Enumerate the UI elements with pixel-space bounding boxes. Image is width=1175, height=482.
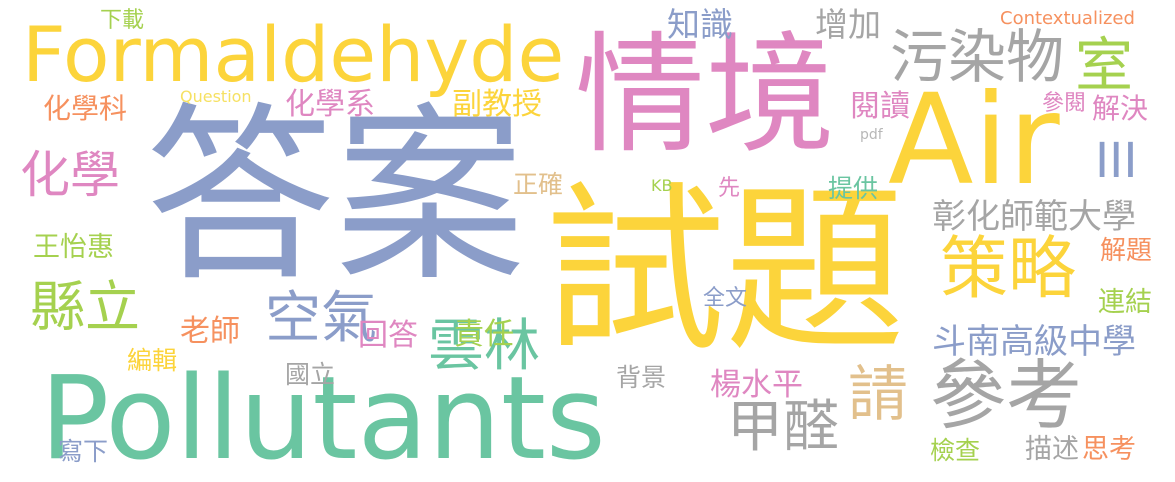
word-xian: 先 xyxy=(718,176,741,201)
word-iii: III xyxy=(1095,133,1138,189)
word-lianjie: 連結 xyxy=(1098,287,1152,318)
word-cankao: 參考 xyxy=(930,351,1082,440)
word-dajian: 答案 xyxy=(145,86,526,307)
word-jieti: 解題 xyxy=(1100,236,1153,266)
word-zeren: 責任 xyxy=(454,317,514,352)
word-kongqi: 空氣 xyxy=(265,286,377,351)
word-celue: 策略 xyxy=(940,230,1077,309)
word-yangshuiping: 楊水平 xyxy=(710,367,803,403)
word-qingjing: 情境 xyxy=(575,19,836,171)
word-canyue: 參閱 xyxy=(1042,91,1087,116)
word-wuranwu: 污染物 xyxy=(890,23,1065,91)
word-yuedu: 閱讀 xyxy=(850,89,910,124)
word-pollutants: Pollutants xyxy=(40,352,606,482)
word-xianli: 縣立 xyxy=(30,275,141,339)
word-xiazai: 下載 xyxy=(100,8,145,33)
word-sikao: 思考 xyxy=(1082,434,1136,465)
word-zhanghua: 彰化師範大學 xyxy=(932,197,1136,237)
word-guoli: 國立 xyxy=(285,360,336,389)
word-quanwen: 全文 xyxy=(703,286,748,311)
word-jiancha: 檢查 xyxy=(930,436,981,465)
word-air: Air xyxy=(888,68,1060,213)
word-tigong: 提供 xyxy=(828,174,879,203)
word-huida: 回答 xyxy=(358,318,418,353)
word-contextualized: Contextualized xyxy=(1000,8,1135,29)
word-huaxueke: 化學科 xyxy=(43,92,128,125)
word-shi: 室 xyxy=(1075,31,1134,99)
word-zengjia: 增加 xyxy=(815,5,881,44)
word-wangyihui: 王怡惠 xyxy=(33,232,114,263)
word-dounan: 斗南高級中學 xyxy=(932,322,1136,362)
word-laoshi: 老師 xyxy=(180,314,240,349)
word-bianji: 編輯 xyxy=(127,346,178,375)
word-jiaquan: 甲醛 xyxy=(727,395,839,460)
word-kb: KB xyxy=(651,176,673,195)
word-huaxuexi: 化學系 xyxy=(285,87,375,122)
word-yunlin: 雲林 xyxy=(428,314,540,379)
word-shiti: 試題 xyxy=(545,167,906,376)
word-question: Question xyxy=(180,87,252,106)
word-zhengque: 正確 xyxy=(513,170,564,199)
word-miaoshu: 描述 xyxy=(1025,434,1079,465)
word-huaxue: 化學 xyxy=(20,146,120,204)
word-beijing: 背景 xyxy=(616,363,667,392)
word-fujiaoshou: 副教授 xyxy=(452,87,542,122)
word-xiexia: 寫下 xyxy=(58,437,109,466)
word-pdf: pdf xyxy=(860,127,883,143)
word-qing: 請 xyxy=(848,360,908,430)
word-jiejue: 解決 xyxy=(1092,92,1149,125)
word-zhishi: 知識 xyxy=(667,5,733,44)
word-formaldehyde: Formaldehyde xyxy=(22,10,565,99)
